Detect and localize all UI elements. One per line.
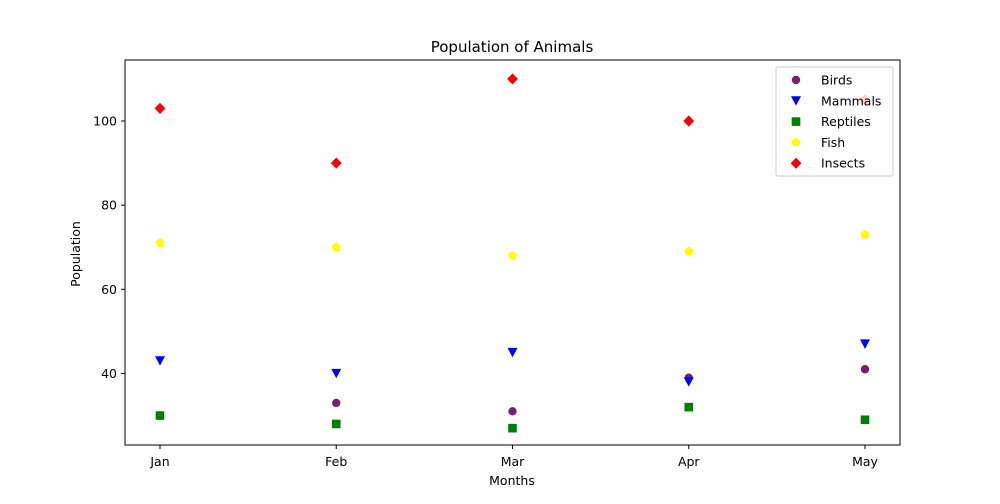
chart-title: Population of Animals: [431, 38, 594, 56]
legend-marker: [790, 157, 802, 169]
legend-box: [775, 66, 894, 177]
data-point: [507, 250, 518, 260]
legend-label: Mammals: [821, 93, 881, 108]
legend-label: Birds: [821, 73, 852, 88]
data-point: [155, 356, 165, 366]
y-axis-label: Population: [68, 221, 83, 287]
data-point: [860, 339, 870, 349]
data-point: [860, 229, 870, 239]
y-tick-label: 60: [101, 282, 117, 297]
data-point: [684, 246, 694, 256]
series-reptiles: [155, 402, 870, 433]
y-tick-label: 80: [101, 198, 117, 213]
y-axis: 40 60 80 100: [93, 114, 125, 381]
y-tick-label: 100: [93, 114, 117, 129]
legend-marker: [791, 117, 801, 126]
series-mammals: [155, 339, 870, 387]
series-fish: [155, 229, 870, 260]
series-insects: [154, 73, 871, 169]
data-point: [508, 423, 517, 433]
data-point: [332, 398, 341, 408]
data-point: [683, 115, 695, 127]
x-axis-label: Months: [489, 473, 535, 488]
legend-label: Reptiles: [821, 114, 871, 129]
x-tick-label: Jan: [149, 454, 169, 469]
legend-marker: [791, 75, 801, 85]
legend-marker: [791, 137, 801, 147]
data-point: [154, 102, 166, 114]
data-point: [860, 415, 870, 425]
data-point: [155, 411, 165, 420]
x-tick-label: Feb: [325, 454, 347, 469]
legend-label: Fish: [821, 135, 845, 150]
data-point: [330, 157, 342, 169]
data-point: [155, 238, 165, 247]
data-point: [683, 377, 694, 387]
x-tick-label: Mar: [501, 454, 525, 469]
data-point: [508, 407, 517, 416]
x-tick-label: May: [852, 454, 878, 469]
legend-label: Insects: [821, 156, 865, 171]
data-point: [684, 402, 694, 412]
data-point: [507, 73, 518, 85]
data-points: [154, 73, 871, 433]
series-birds: [155, 365, 870, 420]
legend-marker: [791, 96, 801, 106]
data-point: [331, 368, 342, 379]
data-point: [860, 365, 870, 374]
data-point: [507, 347, 518, 358]
data-point: [331, 242, 341, 252]
legend: Birds Mammals Reptiles Fish Insects: [775, 66, 894, 177]
x-axis: Jan Feb Mar Apr May: [149, 445, 879, 469]
data-point: [331, 419, 341, 429]
y-tick-label: 40: [101, 366, 117, 381]
x-tick-label: Apr: [678, 454, 700, 469]
